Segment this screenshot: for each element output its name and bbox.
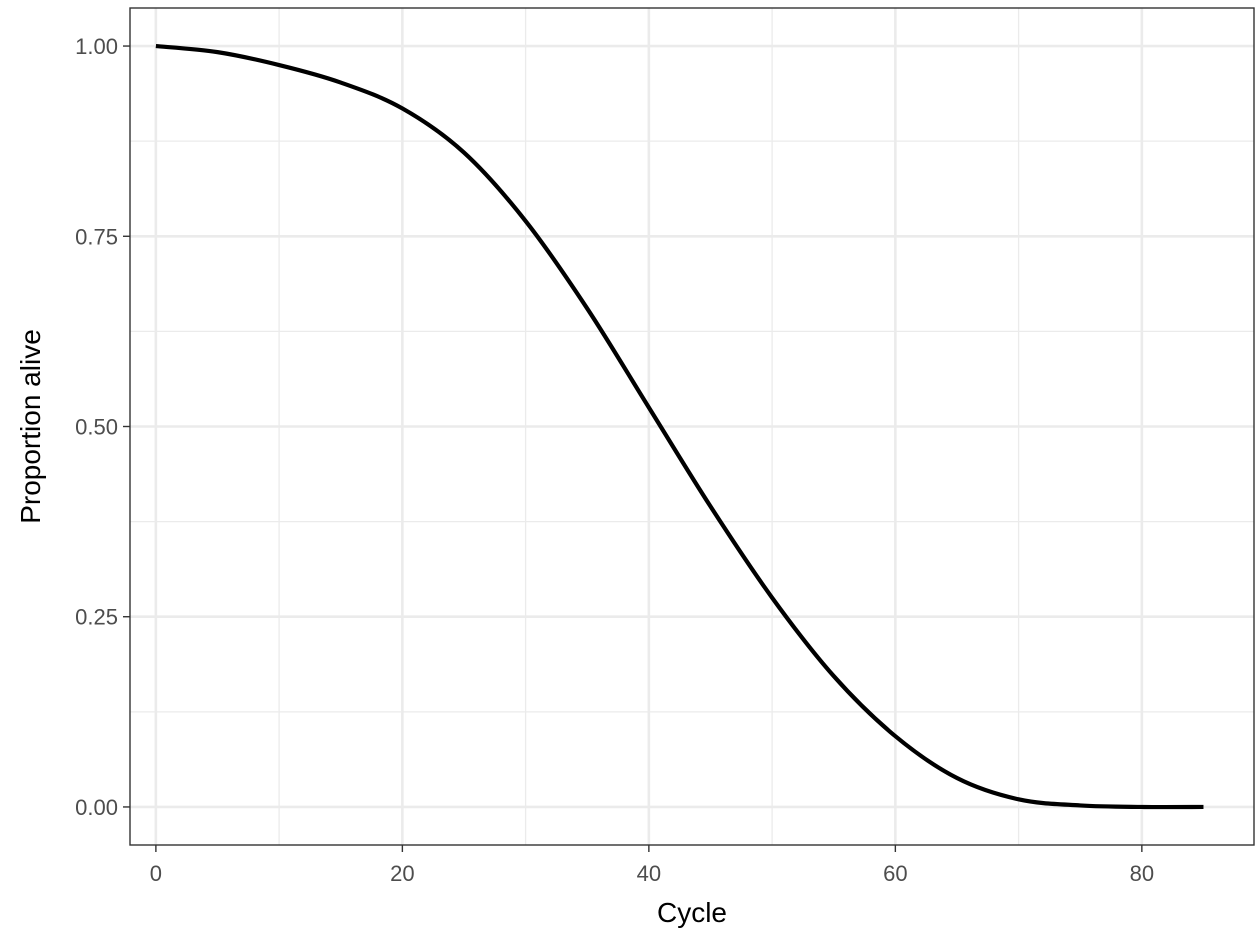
- y-tick-label: 0.50: [75, 415, 118, 440]
- grid: [130, 8, 1254, 845]
- x-tick-label: 20: [390, 861, 414, 886]
- y-axis: 0.00 0.25 0.50 0.75 1.00: [75, 34, 130, 820]
- series-layer: [155, 43, 1204, 810]
- y-tick-label: 0.25: [75, 605, 118, 630]
- x-axis: 0 20 40 60 80: [150, 845, 1154, 886]
- x-axis-title: Cycle: [657, 897, 727, 928]
- x-tick-label: 0: [150, 861, 162, 886]
- y-tick-label: 1.00: [75, 34, 118, 59]
- x-tick-label: 60: [883, 861, 907, 886]
- y-tick-label: 0.75: [75, 224, 118, 249]
- x-tick-label: 80: [1130, 861, 1154, 886]
- y-axis-title: Proportion alive: [15, 329, 46, 524]
- x-tick-label: 40: [637, 861, 661, 886]
- y-tick-label: 0.00: [75, 795, 118, 820]
- series-line-0: [155, 43, 1204, 810]
